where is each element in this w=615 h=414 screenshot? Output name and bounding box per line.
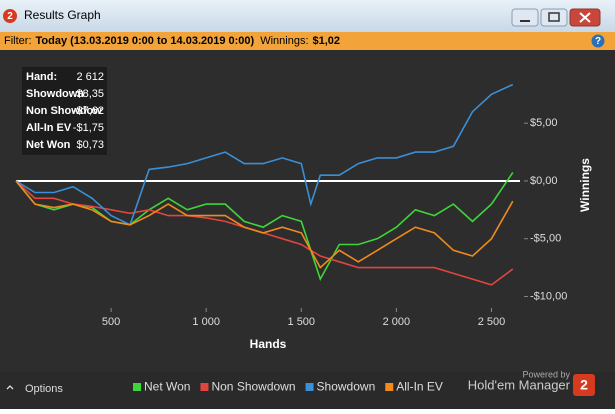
brand-icon-text: 2 — [580, 377, 588, 393]
stats-box — [22, 67, 107, 155]
legend-swatch — [305, 383, 314, 391]
brand-icon — [573, 374, 595, 396]
series-line — [15, 180, 514, 286]
app-icon — [3, 9, 17, 23]
y-tick-label: -$5,00 — [530, 233, 561, 245]
stat-value: $8,35 — [76, 88, 104, 100]
x-tick-label: 2 500 — [478, 316, 506, 328]
stat-value: -$1,75 — [73, 122, 104, 134]
stat-label: Showdown — [26, 88, 84, 100]
legend-label: Net Won — [144, 380, 190, 394]
legend-label: All-In EV — [396, 380, 443, 394]
x-tick-label: 1 000 — [192, 316, 220, 328]
app-icon-text: 2 — [7, 11, 13, 22]
winnings-label: Winnings: — [260, 35, 308, 47]
window-buttons — [511, 8, 601, 27]
minimize-button[interactable] — [511, 8, 539, 27]
x-axis-title: Hands — [250, 337, 287, 351]
y-tick-label: $5,00 — [530, 117, 558, 129]
stat-value: -$7,62 — [73, 105, 104, 117]
y-tick-label: $0,00 — [530, 175, 558, 187]
filter-range: Today (13.03.2019 0:00 to 14.03.2019 0:0… — [36, 35, 255, 47]
legend-swatch — [385, 383, 394, 391]
stat-label: Net Won — [26, 139, 71, 151]
options-text: Options — [25, 383, 63, 395]
filter-bar — [0, 32, 615, 50]
filter-label: Filter: — [4, 35, 32, 47]
stat-label: Hand: — [26, 71, 57, 83]
series-line — [15, 83, 514, 226]
help-glyph: ? — [595, 36, 601, 47]
legend-swatch — [200, 383, 209, 391]
powered-by: Powered by — [522, 369, 570, 379]
x-tick-label: 1 500 — [288, 316, 316, 328]
legend-label: Showdown — [317, 380, 376, 394]
series-line — [15, 180, 514, 269]
stat-value: 2 612 — [76, 71, 104, 83]
x-tick-label: 500 — [102, 316, 120, 328]
help-button[interactable] — [591, 34, 605, 48]
y-tick-label: -$10,00 — [530, 290, 567, 302]
brand-name: Hold'em Manager — [468, 377, 571, 392]
winnings-value: $1,02 — [313, 35, 341, 47]
maximize-button[interactable] — [540, 8, 568, 27]
stat-value: $0,73 — [76, 139, 104, 151]
legend-label: Non Showdown — [211, 380, 295, 394]
legend-swatch — [133, 383, 141, 391]
window-title: Results Graph — [24, 8, 101, 22]
series-line — [15, 172, 514, 282]
stat-label: All-In EV — [26, 122, 72, 134]
y-axis-title: Winnings — [578, 158, 592, 212]
stat-label: Non Showdow — [26, 105, 102, 117]
maximize-glyph — [548, 12, 560, 22]
options-chevron — [6, 385, 14, 390]
close-glyph — [579, 12, 591, 23]
x-tick-label: 2 000 — [383, 316, 411, 328]
